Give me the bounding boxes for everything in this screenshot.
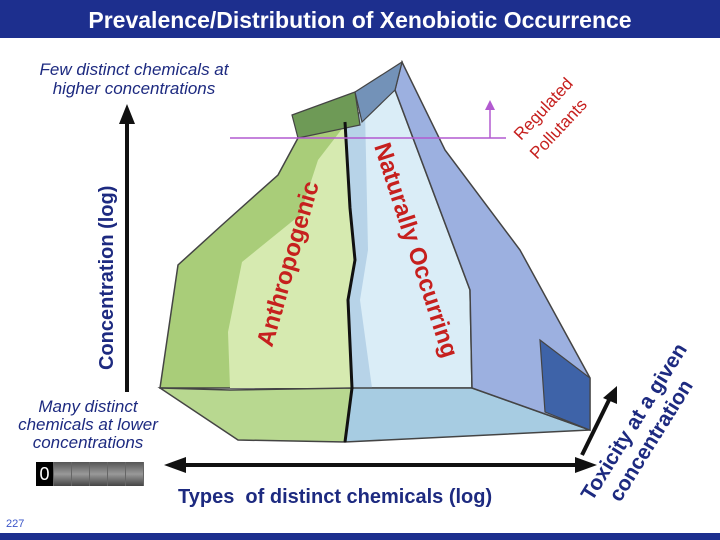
y-axis-label: Concentration (log) bbox=[96, 186, 118, 370]
anthropogenic-front-face bbox=[228, 125, 354, 388]
filmstrip-frame bbox=[108, 462, 126, 486]
toxicity-arrowhead bbox=[603, 386, 617, 404]
filmstrip-frame bbox=[54, 462, 72, 486]
few-chemicals-label: Few distinct chemicals at higher concent… bbox=[39, 60, 229, 98]
top-right-cap bbox=[354, 60, 403, 124]
x-axis-right-arrowhead bbox=[575, 457, 597, 473]
toxicity-arrow-line bbox=[580, 397, 612, 456]
natural-left-strip bbox=[345, 110, 372, 388]
x-axis-left-arrowhead bbox=[164, 457, 186, 473]
many-chemicals-label: Many distinct chemicals at lower concent… bbox=[18, 397, 158, 452]
regulated-up-arrowhead bbox=[485, 100, 495, 110]
filmstrip-frame bbox=[126, 462, 144, 486]
slide-number: 227 bbox=[6, 518, 25, 530]
mid-divider bbox=[343, 121, 357, 443]
filmstrip-frame bbox=[72, 462, 90, 486]
slide-title: Prevalence/Distribution of Xenobiotic Oc… bbox=[88, 7, 632, 33]
filmstrip-icon[interactable]: 0 bbox=[36, 462, 144, 486]
y-axis-arrowhead bbox=[119, 104, 135, 124]
bottom-bar bbox=[0, 533, 720, 540]
top-left-cap bbox=[291, 91, 361, 139]
filmstrip-frame bbox=[90, 462, 108, 486]
filmstrip-frame-0: 0 bbox=[36, 462, 54, 486]
x-axis-label: Types of distinct chemicals (log) bbox=[178, 486, 492, 508]
right-corner-face bbox=[539, 338, 591, 431]
title-bar bbox=[0, 0, 720, 38]
anthropogenic-base-face bbox=[157, 387, 353, 443]
